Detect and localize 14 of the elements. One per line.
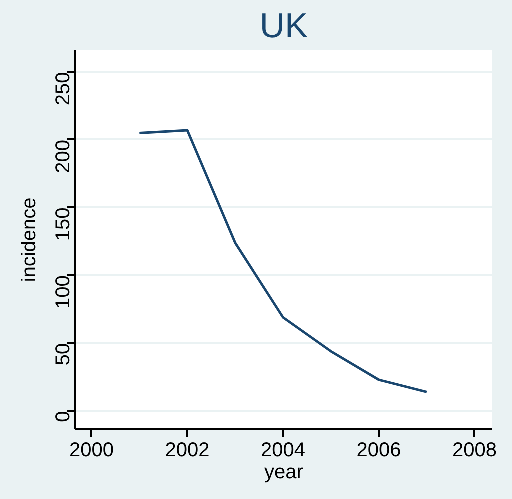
x-tick-label: 2002 bbox=[165, 440, 210, 462]
y-tick-label: 150 bbox=[52, 208, 74, 242]
y-tick-label: 50 bbox=[52, 343, 74, 366]
y-tick-label: 0 bbox=[52, 411, 74, 422]
y-tick-label: 250 bbox=[52, 72, 74, 106]
x-tick-label: 2004 bbox=[261, 440, 306, 462]
x-tick-label: 2006 bbox=[356, 440, 402, 462]
y-tick-label: 200 bbox=[52, 140, 74, 174]
y-axis-title: incidence bbox=[18, 198, 40, 282]
y-tick-label: 100 bbox=[52, 276, 74, 309]
x-tick-label: 2008 bbox=[452, 440, 498, 462]
x-axis-title: year bbox=[264, 462, 304, 484]
chart-title: UK bbox=[260, 8, 308, 46]
x-tick-label: 2000 bbox=[70, 440, 114, 462]
